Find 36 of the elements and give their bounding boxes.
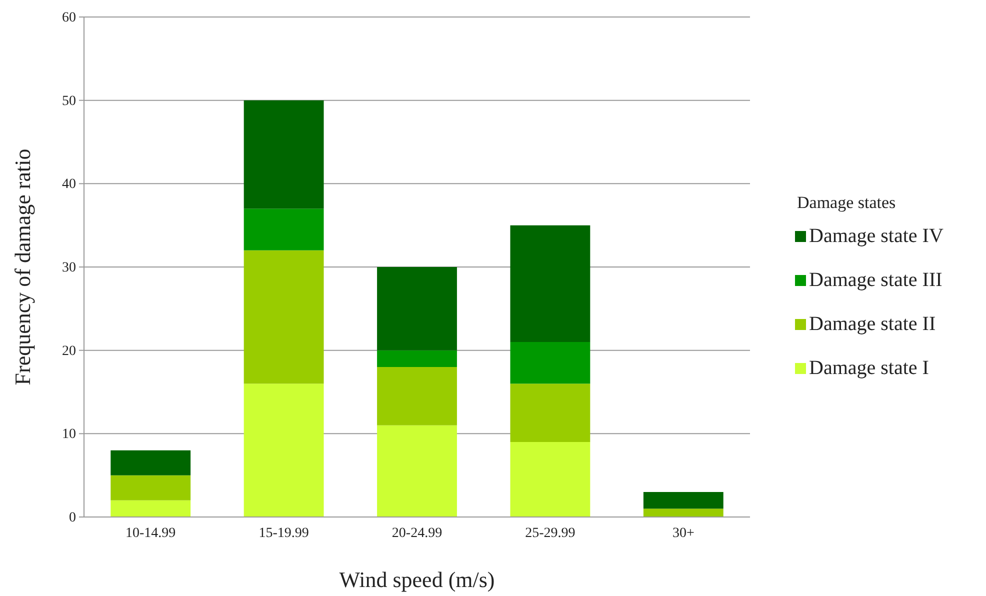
bar [244, 250, 324, 384]
bar [510, 225, 590, 342]
bar [643, 492, 724, 509]
x-tick-label: 20-24.99 [392, 526, 442, 541]
bar [244, 100, 324, 209]
legend-label: Damage state IV [809, 225, 944, 247]
bar [377, 267, 457, 350]
bar [110, 475, 191, 500]
x-tick-label: 25-29.99 [525, 526, 576, 541]
bar [244, 384, 324, 517]
bar [510, 442, 590, 517]
bar [110, 500, 191, 517]
x-tick-label: 15-19.99 [258, 526, 309, 541]
bar [110, 450, 191, 476]
x-tick-label: 10-14.99 [126, 526, 176, 541]
y-tick-label: 20 [62, 344, 76, 359]
legend-label: Damage state II [809, 313, 936, 335]
y-tick-label: 60 [62, 10, 76, 26]
bar [377, 425, 457, 517]
y-tick-label: 50 [62, 94, 76, 109]
legend-label: Damage state I [809, 357, 929, 379]
bar [510, 342, 590, 384]
bar [244, 208, 324, 250]
bar [377, 367, 457, 426]
y-tick-label: 40 [62, 177, 76, 192]
legend-label: Damage state III [809, 269, 942, 291]
y-tick-label: 30 [62, 260, 76, 276]
bar [377, 350, 457, 367]
y-tick-label: 0 [69, 510, 76, 526]
x-tick-label: 30+ [672, 526, 694, 541]
bar [510, 384, 590, 442]
y-axis-title: Frequency of damage ratio [10, 148, 35, 386]
bar [643, 508, 724, 517]
legend-title: Damage states [797, 193, 896, 212]
y-tick-label: 10 [62, 427, 76, 442]
x-axis-title: Wind speed (m/s) [339, 567, 495, 592]
